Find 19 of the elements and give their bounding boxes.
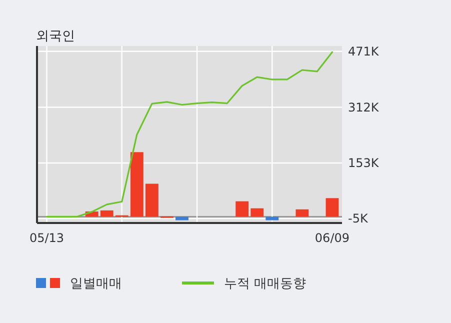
chart-title: 외국인 — [36, 29, 75, 44]
legend-label: 일별매매 — [70, 276, 122, 292]
bar — [326, 198, 339, 217]
bar — [266, 216, 279, 220]
bar — [130, 152, 144, 217]
bar — [236, 201, 249, 217]
bar — [176, 216, 188, 220]
bar — [250, 208, 264, 217]
bar — [100, 210, 114, 217]
x-tick-label: 06/09 — [314, 231, 350, 245]
legend-label: 누적 매매동향 — [224, 276, 306, 292]
y-tick-label: -5K — [348, 212, 369, 226]
line-series — [46, 51, 334, 218]
x-tick-label: 05/13 — [29, 231, 64, 245]
bar — [145, 184, 158, 217]
bar — [296, 209, 309, 217]
y-tick-label: 312K — [348, 100, 380, 114]
y-tick-label: 471K — [348, 44, 380, 59]
y-tick-label: 153K — [348, 156, 380, 170]
